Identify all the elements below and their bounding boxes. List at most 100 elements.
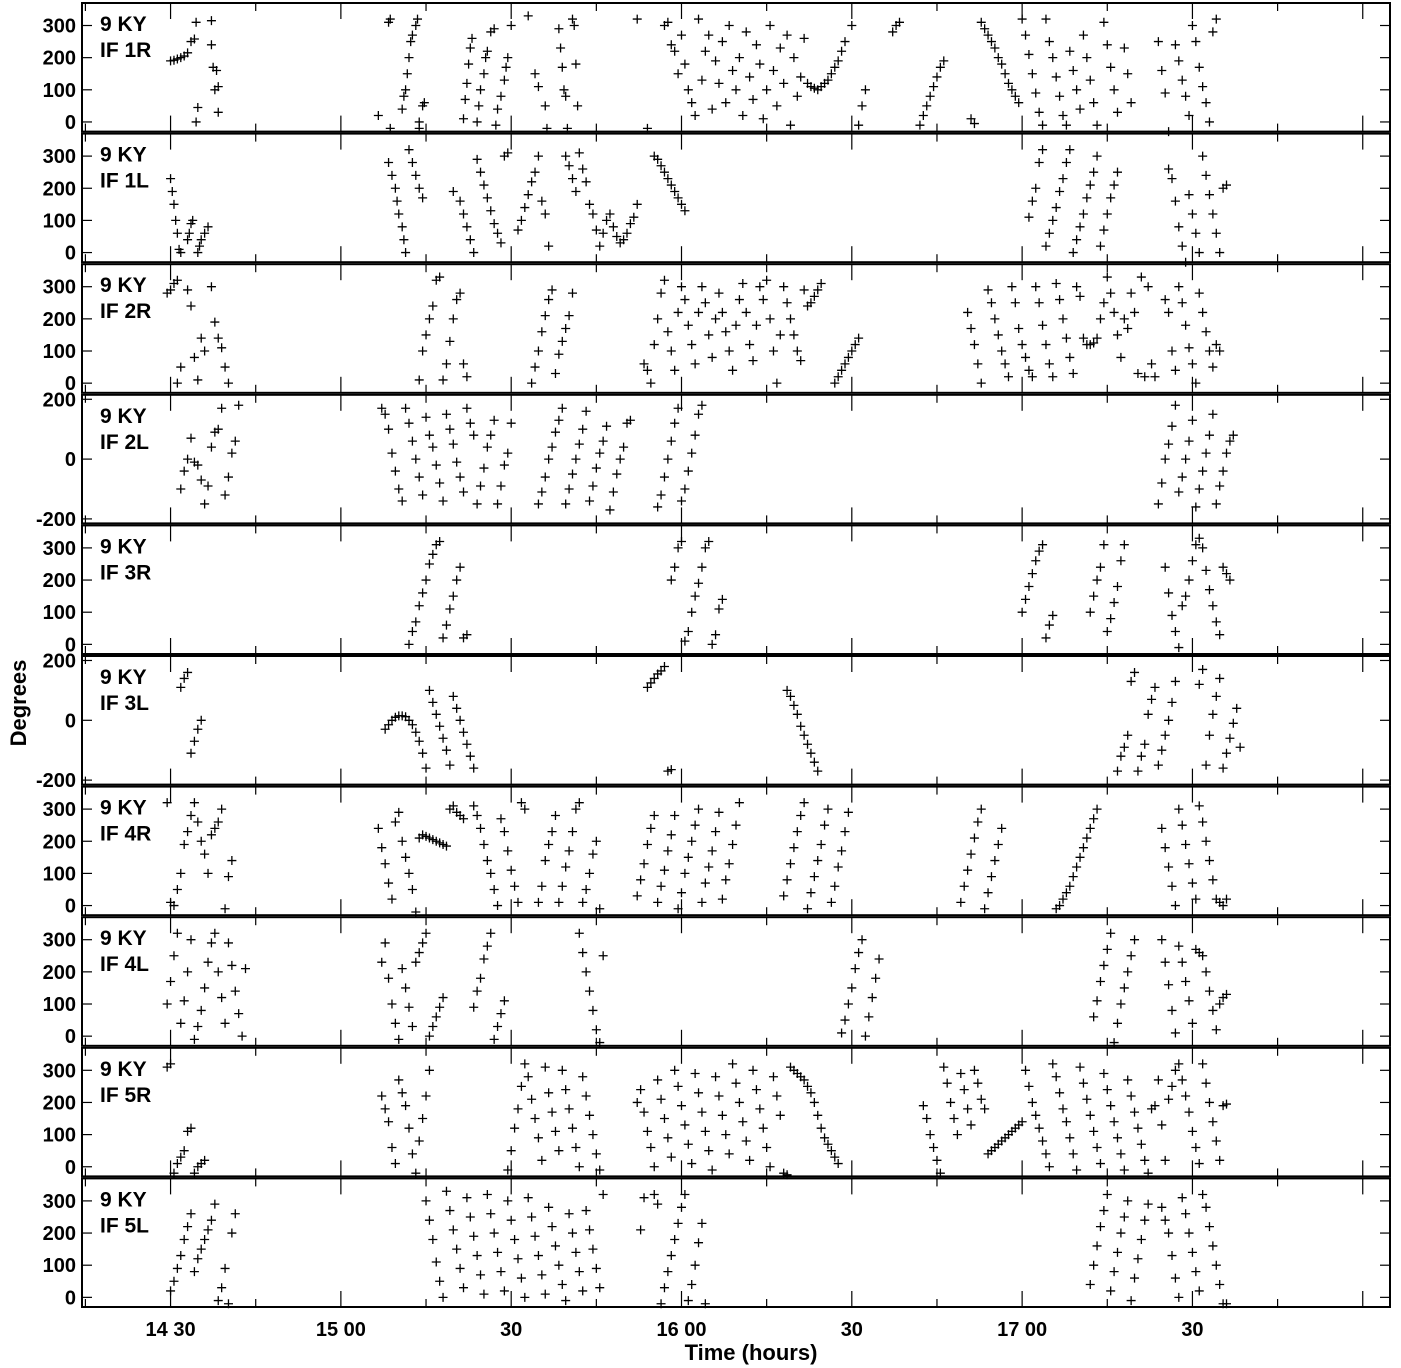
data-point [768, 346, 778, 356]
data-point [506, 21, 516, 31]
data-point [837, 846, 847, 856]
data-point [435, 536, 445, 546]
data-point [1116, 1149, 1126, 1159]
panel-if-label: IF 1L [100, 170, 149, 193]
data-point [1201, 98, 1211, 108]
data-point [459, 814, 468, 824]
data-point [642, 365, 652, 375]
data-point [472, 154, 482, 164]
data-point [993, 839, 1003, 849]
data-point [1194, 1159, 1204, 1169]
data-point [813, 856, 823, 866]
data-point [513, 1254, 523, 1264]
data-point [673, 193, 683, 203]
data-point [786, 314, 795, 324]
data-point [1235, 742, 1245, 752]
data-point [179, 839, 189, 849]
data-point [407, 30, 417, 40]
data-point [922, 1114, 932, 1124]
data-point [402, 69, 412, 79]
data-point [1116, 999, 1126, 1009]
data-point [642, 123, 652, 133]
data-point [782, 30, 792, 40]
data-point [1191, 37, 1201, 47]
data-point [1021, 352, 1031, 362]
data-point [223, 938, 233, 948]
data-point [1102, 944, 1112, 954]
data-point [394, 807, 404, 817]
data-point [1208, 409, 1218, 419]
data-point [666, 436, 676, 446]
data-point [1201, 565, 1211, 575]
data-point [435, 272, 445, 282]
data-point [997, 59, 1007, 69]
data-point [1044, 359, 1054, 369]
data-point [687, 1279, 697, 1289]
data-point [670, 1234, 680, 1244]
data-point [469, 430, 479, 440]
data-point [568, 827, 577, 837]
data-point [1095, 314, 1105, 324]
data-point [847, 983, 857, 993]
data-point [1119, 1165, 1129, 1175]
data-point [421, 330, 431, 340]
y-tick-label: 300 [43, 799, 76, 821]
data-point [799, 285, 809, 295]
data-point [642, 1126, 652, 1136]
data-point [196, 475, 206, 485]
data-point [1065, 881, 1075, 891]
data-point [399, 91, 409, 101]
data-point [404, 1002, 414, 1012]
data-point [1000, 359, 1010, 369]
data-point [1092, 151, 1102, 161]
data-point [516, 798, 526, 808]
data-point [172, 378, 182, 388]
data-point [1164, 1228, 1174, 1238]
data-point [697, 400, 707, 410]
data-point [1109, 85, 1119, 95]
data-point [506, 418, 516, 428]
data-point [711, 630, 721, 640]
data-point [1143, 1199, 1153, 1209]
data-point [717, 594, 727, 604]
data-point [220, 1018, 230, 1028]
data-point [193, 817, 203, 827]
data-point [973, 1078, 983, 1088]
data-point [687, 98, 697, 108]
data-point [1038, 120, 1048, 130]
data-point [445, 424, 455, 434]
data-point [806, 888, 816, 898]
data-point [741, 27, 751, 37]
data-point [1228, 430, 1238, 440]
data-point [690, 1069, 700, 1079]
data-point [373, 111, 383, 121]
data-point [1109, 180, 1119, 190]
data-point [213, 424, 223, 434]
data-point [1211, 1260, 1221, 1270]
data-point [612, 231, 622, 241]
y-tick-label: 200 [43, 570, 76, 592]
data-point [1065, 1133, 1075, 1143]
panel-frame [81, 393, 1391, 525]
data-point [230, 436, 240, 446]
data-point [1089, 591, 1099, 601]
data-point [731, 320, 741, 330]
data-point [550, 369, 560, 379]
data-point [1211, 691, 1221, 701]
data-point [418, 346, 428, 356]
data-point [1225, 436, 1235, 446]
data-points [162, 272, 1225, 388]
data-point [493, 228, 503, 238]
data-point [707, 104, 717, 114]
data-point [1184, 996, 1194, 1006]
data-point [550, 1126, 560, 1136]
data-point [649, 1162, 659, 1172]
data-point [738, 111, 748, 121]
data-point [186, 301, 196, 311]
data-point [166, 1286, 176, 1296]
data-point [203, 868, 213, 878]
data-point [1113, 107, 1122, 117]
data-point [380, 409, 390, 419]
data-points [166, 11, 1221, 137]
data-point [840, 1015, 850, 1025]
